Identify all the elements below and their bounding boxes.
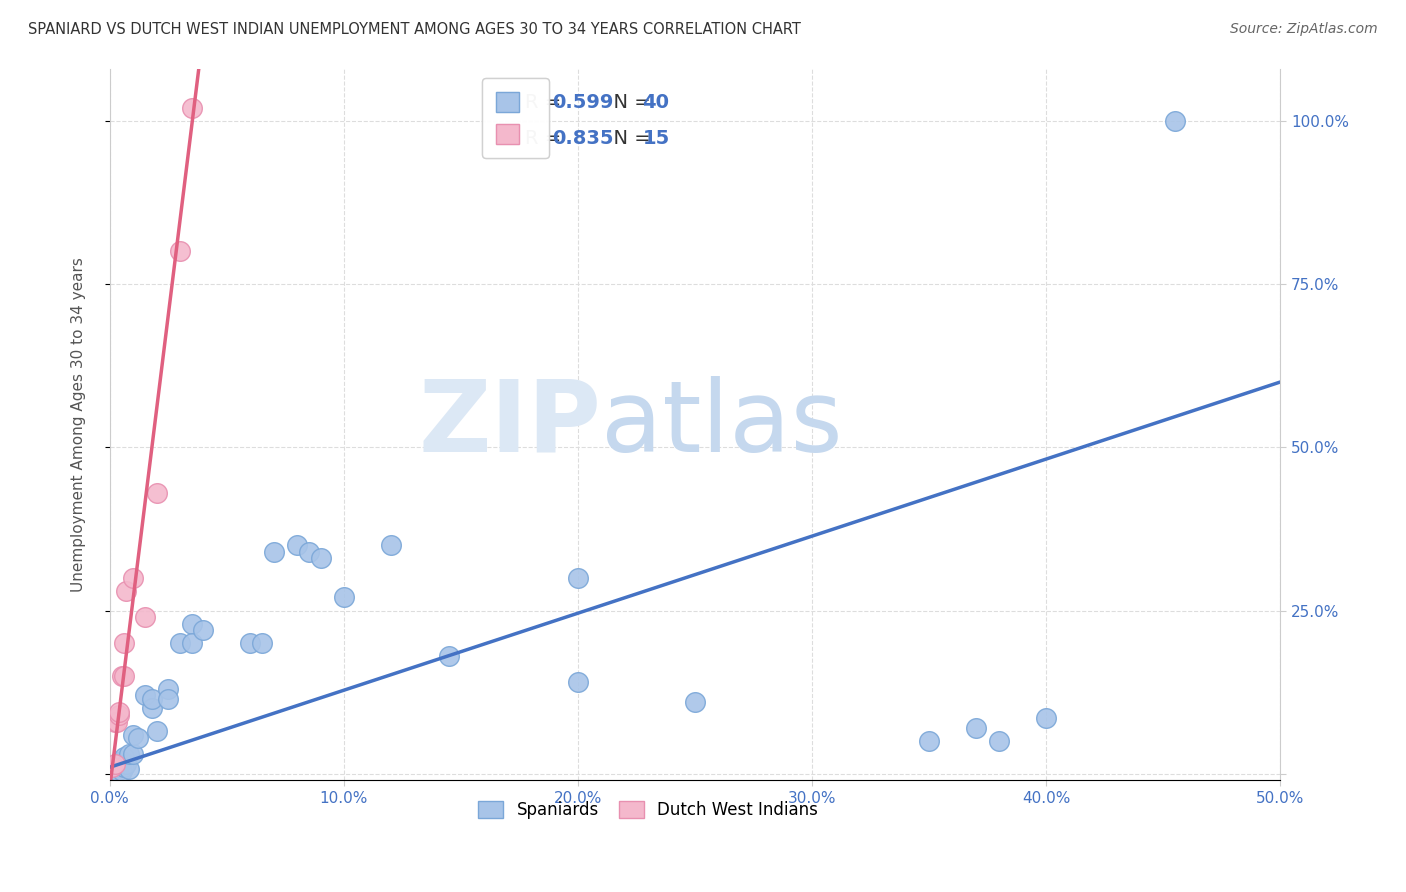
Point	[112, 760, 135, 774]
Point	[285, 538, 308, 552]
Point	[567, 571, 589, 585]
Point	[918, 734, 941, 748]
Text: R =: R =	[526, 129, 568, 148]
Point	[439, 649, 461, 664]
Text: ZIP: ZIP	[419, 376, 602, 473]
Point	[380, 538, 402, 552]
Point	[567, 675, 589, 690]
Text: 40: 40	[643, 94, 669, 112]
Point	[134, 689, 156, 703]
Point	[117, 747, 139, 761]
Point	[103, 762, 125, 776]
Point	[309, 551, 332, 566]
Text: SPANIARD VS DUTCH WEST INDIAN UNEMPLOYMENT AMONG AGES 30 TO 34 YEARS CORRELATION: SPANIARD VS DUTCH WEST INDIAN UNEMPLOYME…	[28, 22, 801, 37]
Point	[333, 591, 356, 605]
Point	[145, 486, 167, 500]
Point	[169, 244, 191, 259]
Point	[105, 764, 128, 778]
Point	[141, 701, 163, 715]
Point	[180, 101, 202, 115]
Point	[112, 750, 135, 764]
Point	[110, 754, 132, 768]
Point	[105, 756, 128, 771]
Point	[115, 583, 138, 598]
Point	[180, 616, 202, 631]
Point	[157, 691, 180, 706]
Point	[112, 669, 135, 683]
Point	[122, 571, 145, 585]
Point	[683, 695, 706, 709]
Point	[112, 636, 135, 650]
Point	[988, 734, 1011, 748]
Point	[115, 756, 138, 771]
Point	[1035, 711, 1057, 725]
Point	[134, 610, 156, 624]
Text: 15: 15	[643, 129, 669, 148]
Point	[141, 691, 163, 706]
Point	[108, 705, 131, 719]
Point	[103, 759, 125, 773]
Point	[110, 764, 132, 778]
Point	[117, 762, 139, 776]
Point	[250, 636, 273, 650]
Y-axis label: Unemployment Among Ages 30 to 34 years: Unemployment Among Ages 30 to 34 years	[72, 257, 86, 592]
Text: N =: N =	[602, 129, 664, 148]
Point	[965, 721, 987, 735]
Point	[103, 714, 125, 729]
Point	[298, 545, 321, 559]
Text: R =: R =	[526, 94, 568, 112]
Point	[108, 755, 131, 769]
Point	[263, 545, 285, 559]
Legend: Spaniards, Dutch West Indians: Spaniards, Dutch West Indians	[472, 794, 825, 825]
Point	[239, 636, 262, 650]
Point	[110, 669, 132, 683]
Point	[157, 681, 180, 696]
Text: Source: ZipAtlas.com: Source: ZipAtlas.com	[1230, 22, 1378, 37]
Point	[1164, 113, 1187, 128]
Text: N =: N =	[602, 94, 658, 112]
Point	[108, 760, 131, 774]
Point	[180, 636, 202, 650]
Text: 0.835: 0.835	[553, 129, 614, 148]
Point	[108, 708, 131, 723]
Text: 0.599: 0.599	[553, 94, 613, 112]
Point	[101, 764, 124, 778]
Point	[122, 747, 145, 761]
Text: atlas: atlas	[602, 376, 844, 473]
Point	[105, 714, 128, 729]
Point	[145, 724, 167, 739]
Point	[101, 760, 124, 774]
Point	[103, 756, 125, 771]
Point	[193, 623, 215, 637]
Point	[122, 728, 145, 742]
Point	[127, 731, 149, 745]
Point	[169, 636, 191, 650]
